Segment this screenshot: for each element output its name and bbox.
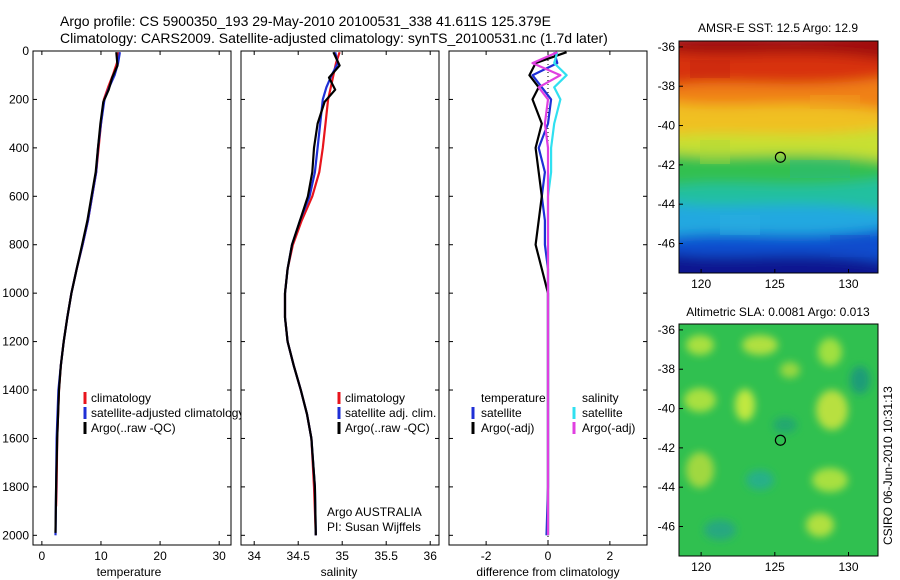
legend-label-sal-argo: Argo(-adj) xyxy=(582,421,635,435)
salinity-axis-label: salinity xyxy=(321,565,358,579)
figure-title-line2: Climatology: CARS2009. Satellite-adjuste… xyxy=(60,30,608,46)
sla-map-frame xyxy=(678,323,879,557)
map-x-tick-label: 120 xyxy=(691,560,711,574)
map-y-tick-label: -42 xyxy=(658,441,676,455)
temperature-panel-frame xyxy=(32,50,232,546)
sla-argo-marker xyxy=(774,434,787,446)
y-tick-label: 1800 xyxy=(2,480,29,494)
y-tick-label: 200 xyxy=(9,92,29,106)
sst-map-title: AMSR-E SST: 12.5 Argo: 12.9 xyxy=(698,21,858,35)
legend-label-satellite-adjusted: satellite-adjusted climatology xyxy=(91,406,244,420)
difference-legend: temperature satellite Argo(-adj) salinit… xyxy=(471,391,635,435)
x-tick-label: 35 xyxy=(336,549,350,563)
sla-map-title: Altimetric SLA: 0.0081 Argo: 0.013 xyxy=(686,305,870,319)
annotation-argo-australia: Argo AUSTRALIA xyxy=(327,505,422,519)
sst-texture xyxy=(690,60,870,257)
sst-heatmap xyxy=(679,41,878,273)
map-y-tick-label: -38 xyxy=(658,79,676,93)
salinity-legend: climatology satellite adj. clim. Argo(..… xyxy=(337,391,436,435)
map-y-tick-label: -46 xyxy=(658,520,676,534)
y-tick-label: 400 xyxy=(9,141,29,155)
map-y-tick-label: -40 xyxy=(658,402,676,416)
legend-label-sal-satellite: satellite xyxy=(582,406,623,420)
x-tick-label: 0 xyxy=(39,549,46,563)
series-line-argo-raw-qc- xyxy=(54,52,119,533)
map-x-tick-label: 130 xyxy=(839,277,859,291)
legend-label-argo: Argo(..raw -QC) xyxy=(91,421,176,435)
figure-title-line1: Argo profile: CS 5900350_193 29-May-2010… xyxy=(60,13,551,29)
y-tick-label: 1600 xyxy=(2,431,29,445)
map-x-tick-label: 130 xyxy=(839,560,859,574)
x-tick-label: 34.5 xyxy=(287,549,311,563)
legend-heading-temperature: temperature xyxy=(481,391,546,405)
map-y-tick-label: -44 xyxy=(658,197,676,211)
temperature-panel-lines xyxy=(54,52,121,536)
y-tick-label: 2000 xyxy=(2,528,29,542)
legend-label-climatology: climatology xyxy=(91,391,151,405)
map-y-tick-label: -38 xyxy=(658,362,676,376)
salinity-panel-frame xyxy=(240,50,440,546)
x-tick-label: 34 xyxy=(248,549,262,563)
map-y-tick-label: -36 xyxy=(658,40,676,54)
sla-texture xyxy=(684,335,870,540)
x-tick-label: 36 xyxy=(424,549,438,563)
temperature-axis-label: temperature xyxy=(97,565,162,579)
map-y-tick-label: -36 xyxy=(658,323,676,337)
legend-label-climatology: climatology xyxy=(345,391,405,405)
sst-argo-marker xyxy=(774,151,787,163)
temperature-panel: 0 10 20 30 0 200 400 600 800 1000 1200 1400 1600 1800… xyxy=(2,44,244,579)
temperature-panel-axes: 0 10 20 30 0 200 400 600 800 1000 1200 1400 1600 1800… xyxy=(2,44,231,563)
x-tick-label: 10 xyxy=(94,549,108,563)
x-tick-label: 20 xyxy=(153,549,167,563)
legend-label-temp-argo: Argo(-adj) xyxy=(481,421,534,435)
sst-color-band xyxy=(679,254,878,273)
temperature-legend: climatology satellite-adjusted climatolo… xyxy=(83,391,244,435)
difference-panel-lines xyxy=(528,51,568,536)
x-tick-label: 35.5 xyxy=(375,549,399,563)
annotation-pi-name: PI: Susan Wijffels xyxy=(327,520,421,534)
y-tick-label: 600 xyxy=(9,189,29,203)
legend-label-temp-satellite: satellite xyxy=(481,406,522,420)
sla-heatmap xyxy=(679,324,878,556)
sla-map-axes: 120 125 130 -36 -38 -40 -42 -44 -46 xyxy=(658,323,859,574)
legend-label-satellite-adj: satellite adj. clim. xyxy=(345,406,436,420)
x-tick-label: 2 xyxy=(607,549,614,563)
map-x-tick-label: 125 xyxy=(765,277,785,291)
y-tick-label: 1400 xyxy=(2,383,29,397)
difference-axis-label: difference from climatology xyxy=(476,565,619,579)
map-x-tick-label: 120 xyxy=(691,277,711,291)
y-tick-label: 1200 xyxy=(2,335,29,349)
map-y-tick-label: -44 xyxy=(658,480,676,494)
sst-map-frame xyxy=(678,40,879,274)
map-x-tick-label: 125 xyxy=(765,560,785,574)
csiro-timestamp: CSIRO 06-Jun-2010 10:31:13 xyxy=(881,386,895,545)
sst-map: AMSR-E SST: 12.5 Argo: 12.9 120 125 130 -36… xyxy=(658,21,879,291)
salinity-panel-axes: 34 34.5 35 35.5 36 xyxy=(241,50,439,563)
x-tick-label: -2 xyxy=(481,549,492,563)
y-tick-label: 800 xyxy=(9,238,29,252)
series-line-salinity-argo-adj- xyxy=(531,51,562,536)
salinity-panel: 34 34.5 35 35.5 36 salinity climatology sate… xyxy=(240,50,440,579)
map-y-tick-label: -40 xyxy=(658,119,676,133)
difference-panel: -2 0 2 difference from climatology tempera… xyxy=(448,50,648,579)
legend-label-argo: Argo(..raw -QC) xyxy=(345,421,430,435)
x-tick-label: 30 xyxy=(212,549,226,563)
y-tick-label: 0 xyxy=(22,44,29,58)
x-tick-label: 0 xyxy=(545,549,552,563)
salinity-panel-lines xyxy=(283,51,341,536)
difference-panel-axes: -2 0 2 xyxy=(449,50,647,563)
sst-map-axes: 120 125 130 -36 -38 -40 -42 -44 -46 xyxy=(658,40,859,291)
map-y-tick-label: -46 xyxy=(658,237,676,251)
series-line-argo-raw-qc- xyxy=(283,51,341,536)
legend-heading-salinity: salinity xyxy=(582,391,619,405)
y-tick-label: 1000 xyxy=(2,286,29,300)
sla-map: Altimetric SLA: 0.0081 Argo: 0.013 xyxy=(658,305,879,574)
map-y-tick-label: -42 xyxy=(658,158,676,172)
